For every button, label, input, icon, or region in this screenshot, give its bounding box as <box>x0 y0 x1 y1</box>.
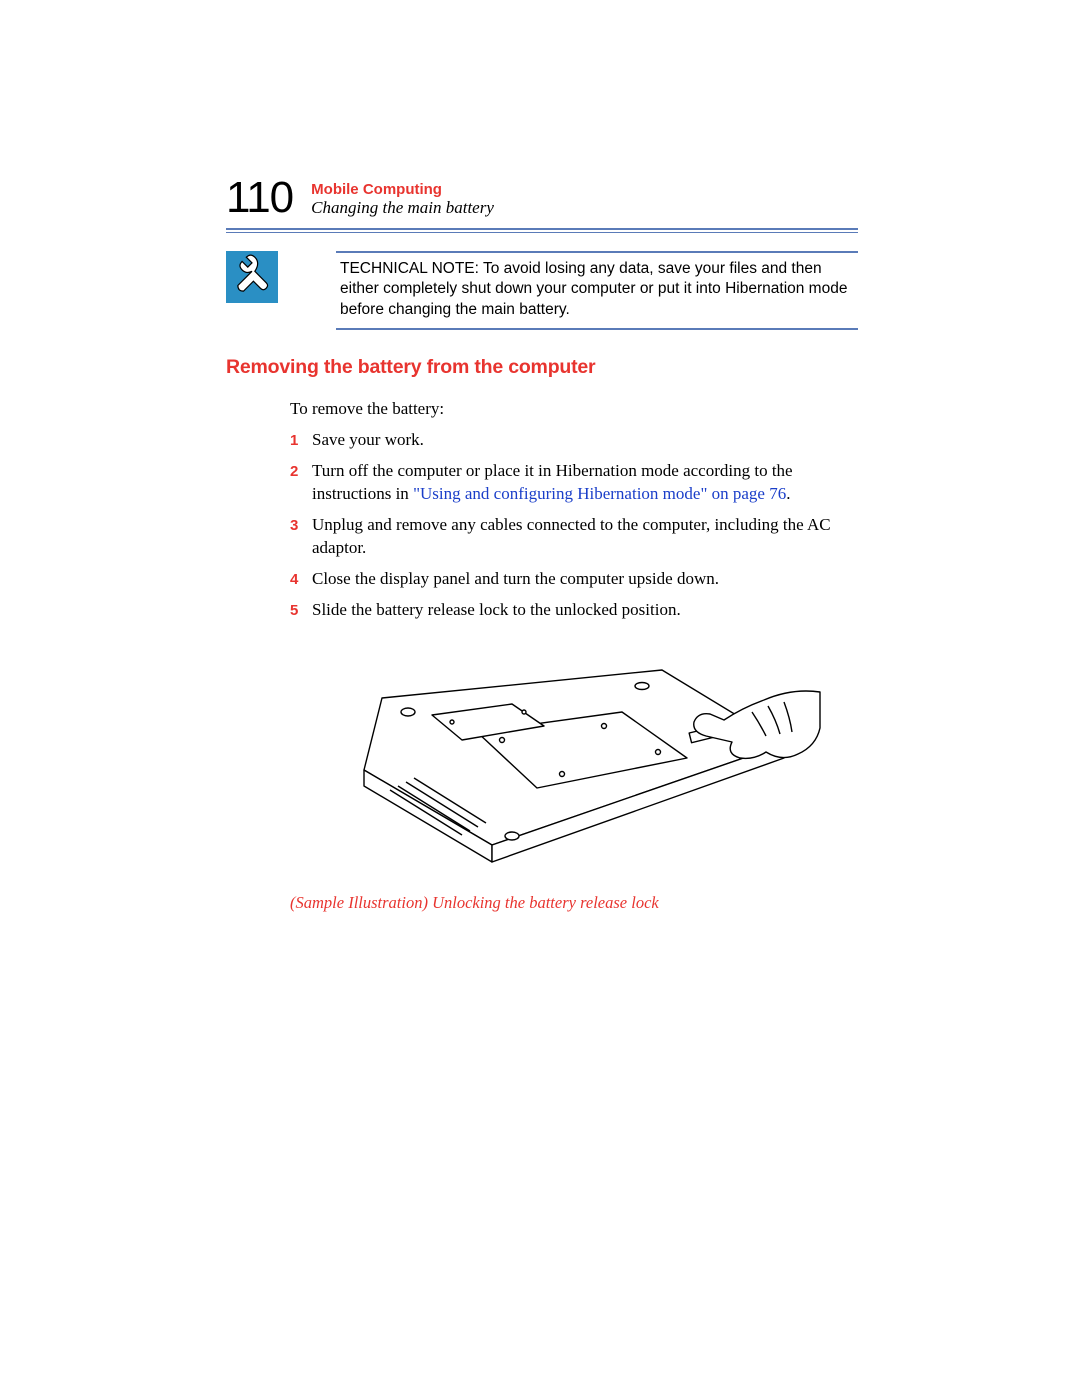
step-number: 2 <box>290 460 312 482</box>
content-body: Removing the battery from the computer T… <box>290 356 858 913</box>
note-box: TECHNICAL NOTE: To avoid losing any data… <box>336 251 858 330</box>
section-heading: Removing the battery from the computer <box>226 356 858 379</box>
step-number: 3 <box>290 514 312 536</box>
intro-text: To remove the battery: <box>290 399 858 419</box>
cross-reference-link[interactable]: "Using and configuring Hibernation mode"… <box>413 484 786 503</box>
step-item: 5Slide the battery release lock to the u… <box>290 599 858 622</box>
step-text: Slide the battery release lock to the un… <box>312 599 858 622</box>
manual-page: 110 Mobile Computing Changing the main b… <box>226 176 858 913</box>
wrench-icon <box>226 251 278 303</box>
step-item: 4Close the display panel and turn the co… <box>290 568 858 591</box>
step-item: 3Unplug and remove any cables connected … <box>290 514 858 560</box>
chapter-title: Mobile Computing <box>311 181 494 198</box>
step-text: Turn off the computer or place it in Hib… <box>312 460 858 506</box>
step-number: 1 <box>290 429 312 451</box>
header-titles: Mobile Computing Changing the main batte… <box>311 181 494 220</box>
step-text: Unplug and remove any cables connected t… <box>312 514 858 560</box>
step-item: 1Save your work. <box>290 429 858 452</box>
step-number: 4 <box>290 568 312 590</box>
note-text: TECHNICAL NOTE: To avoid losing any data… <box>340 259 854 320</box>
step-text: Save your work. <box>312 429 858 452</box>
page-header: 110 Mobile Computing Changing the main b… <box>226 176 858 220</box>
page-number: 110 <box>226 176 293 220</box>
step-item: 2Turn off the computer or place it in Hi… <box>290 460 858 506</box>
laptop-battery-illustration <box>312 640 822 880</box>
technical-note: TECHNICAL NOTE: To avoid losing any data… <box>226 251 858 330</box>
step-number: 5 <box>290 599 312 621</box>
step-text: Close the display panel and turn the com… <box>312 568 858 591</box>
illustration-caption: (Sample Illustration) Unlocking the batt… <box>290 893 858 913</box>
header-rule <box>226 228 858 233</box>
section-title: Changing the main battery <box>311 198 494 218</box>
